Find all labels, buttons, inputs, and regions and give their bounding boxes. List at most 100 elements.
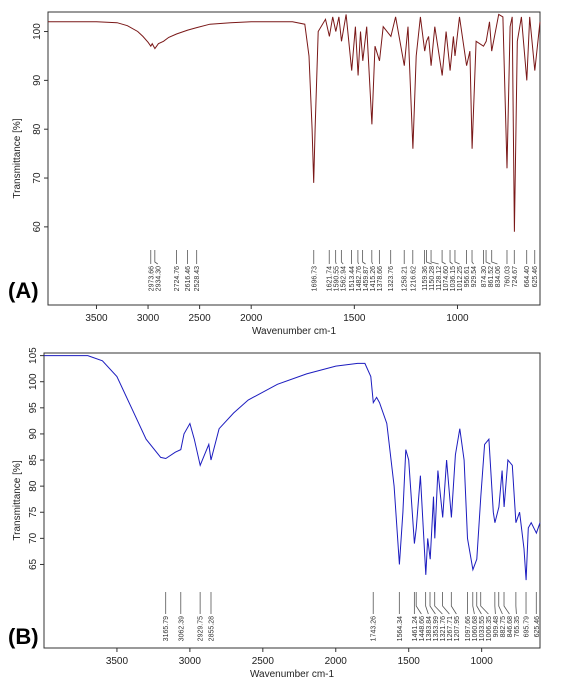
peak-label: 1482.76	[356, 266, 363, 291]
y-tick-label: 70	[28, 532, 39, 544]
peak-label: 625.46	[532, 266, 539, 288]
y-tick-label: 100	[28, 373, 39, 390]
peak-label: 1459.87	[363, 266, 370, 291]
x-tick-label: 2000	[240, 313, 263, 324]
peak-label: 3165.79	[163, 616, 170, 641]
peak-label: 2724.76	[174, 266, 181, 291]
peak-label: 1033.55	[479, 616, 486, 641]
peak-marker	[425, 592, 429, 615]
peak-marker	[442, 592, 450, 615]
peak-label: 1321.76	[440, 616, 447, 641]
peak-label: 724.67	[512, 266, 519, 288]
spectrum-line	[44, 355, 541, 581]
peak-label: 956.61	[464, 266, 471, 288]
peak-label: 1159.36	[422, 266, 429, 291]
peak-label: 1353.99	[433, 616, 440, 641]
peak-label: 1150.28	[429, 266, 436, 291]
peak-marker	[485, 250, 491, 265]
peak-label: 1258.21	[402, 266, 409, 291]
x-tick-label: 3500	[106, 656, 129, 667]
y-tick-label: 80	[32, 123, 43, 135]
y-tick-label: 105	[28, 347, 39, 364]
peak-label: 929.54	[471, 266, 478, 288]
peak-marker	[429, 592, 436, 615]
peak-marker	[357, 250, 359, 265]
peak-label: 1696.73	[311, 266, 318, 291]
y-axis-label: Transmittance [%]	[12, 118, 23, 198]
x-tick-label: 1000	[471, 656, 494, 667]
plot-frame	[47, 11, 541, 306]
peak-label: 2855.28	[208, 616, 215, 641]
peak-marker	[434, 592, 443, 615]
y-tick-label: 100	[32, 23, 43, 40]
plot-frame	[43, 352, 541, 649]
peak-label: 861.52	[488, 266, 495, 288]
peak-marker	[494, 592, 496, 615]
peak-label: 2934.30	[155, 266, 162, 291]
peak-label: 2929.75	[198, 616, 205, 641]
y-tick-label: 85	[28, 454, 39, 466]
y-axis-label: Transmittance [%]	[12, 460, 23, 540]
x-tick-label: 2500	[188, 313, 211, 324]
peak-label: 1383.84	[426, 616, 433, 641]
peak-label: 1562.94	[341, 266, 348, 291]
x-tick-label: 3500	[85, 313, 108, 324]
y-tick-label: 95	[28, 402, 39, 414]
peak-label: 1060.68	[472, 616, 479, 641]
spectrum-line	[48, 13, 541, 232]
y-tick-label: 90	[32, 74, 43, 86]
x-tick-label: 1000	[446, 313, 469, 324]
peak-label: 874.30	[481, 266, 488, 288]
peak-marker	[472, 592, 475, 615]
peak-marker	[154, 250, 158, 265]
peak-label: 760.03	[504, 266, 511, 288]
peak-marker	[450, 592, 457, 615]
peak-label: 625.46	[534, 616, 541, 638]
peak-marker	[491, 250, 498, 265]
x-tick-label: 2000	[325, 656, 348, 667]
x-axis-label: Wavenumber cm-1	[250, 669, 335, 680]
x-tick-label: 3000	[137, 313, 160, 324]
peak-label: 909.48	[493, 616, 500, 638]
peak-label: 765.35	[514, 616, 521, 638]
peak-label: 664.40	[524, 266, 531, 288]
peak-label: 1415.26	[370, 266, 377, 291]
peak-marker	[340, 250, 344, 265]
peak-label: 1743.26	[371, 616, 378, 641]
peak-label: 1564.34	[397, 616, 404, 641]
peak-label: 3062.39	[178, 616, 185, 641]
y-tick-label: 60	[32, 221, 43, 233]
peak-label: 1006.35	[486, 616, 493, 641]
x-tick-label: 1500	[343, 313, 366, 324]
peak-label: 1074.60	[443, 266, 450, 291]
peak-marker	[476, 592, 482, 615]
y-tick-label: 80	[28, 480, 39, 492]
y-tick-label: 90	[28, 428, 39, 440]
peak-label: 1207.95	[454, 616, 461, 641]
peak-label: 2973.66	[148, 266, 155, 291]
x-tick-label: 1500	[398, 656, 421, 667]
peak-marker	[515, 592, 517, 615]
peak-marker	[498, 592, 503, 615]
peak-label: 1378.66	[377, 266, 384, 291]
chart-panel: 3500 3000 2500 2000 1500 1000 65 70 75 80 85 90 95 10…	[8, 347, 541, 680]
y-tick-label: 70	[32, 172, 43, 184]
x-axis-label: Wavenumber cm-1	[252, 326, 337, 337]
y-tick-label: 65	[28, 558, 39, 570]
peak-marker	[371, 250, 373, 265]
peak-marker	[471, 250, 474, 265]
peak-label: 2616.46	[185, 266, 192, 291]
peak-label: 1267.71	[447, 616, 454, 641]
peak-label: 1621.74	[327, 266, 334, 291]
peak-marker	[430, 250, 439, 265]
peak-label: 1128.12	[436, 266, 443, 291]
peak-marker	[454, 250, 460, 265]
peak-label: 882.75	[500, 616, 507, 638]
peak-marker	[426, 250, 432, 265]
peak-label: 1590.55	[334, 266, 341, 291]
panel-label: (B)	[8, 624, 39, 649]
panel-label: (A)	[8, 278, 39, 303]
peak-label: 1513.44	[349, 266, 356, 291]
peak-label: 834.06	[495, 266, 502, 288]
peak-label: 1216.62	[410, 266, 417, 291]
